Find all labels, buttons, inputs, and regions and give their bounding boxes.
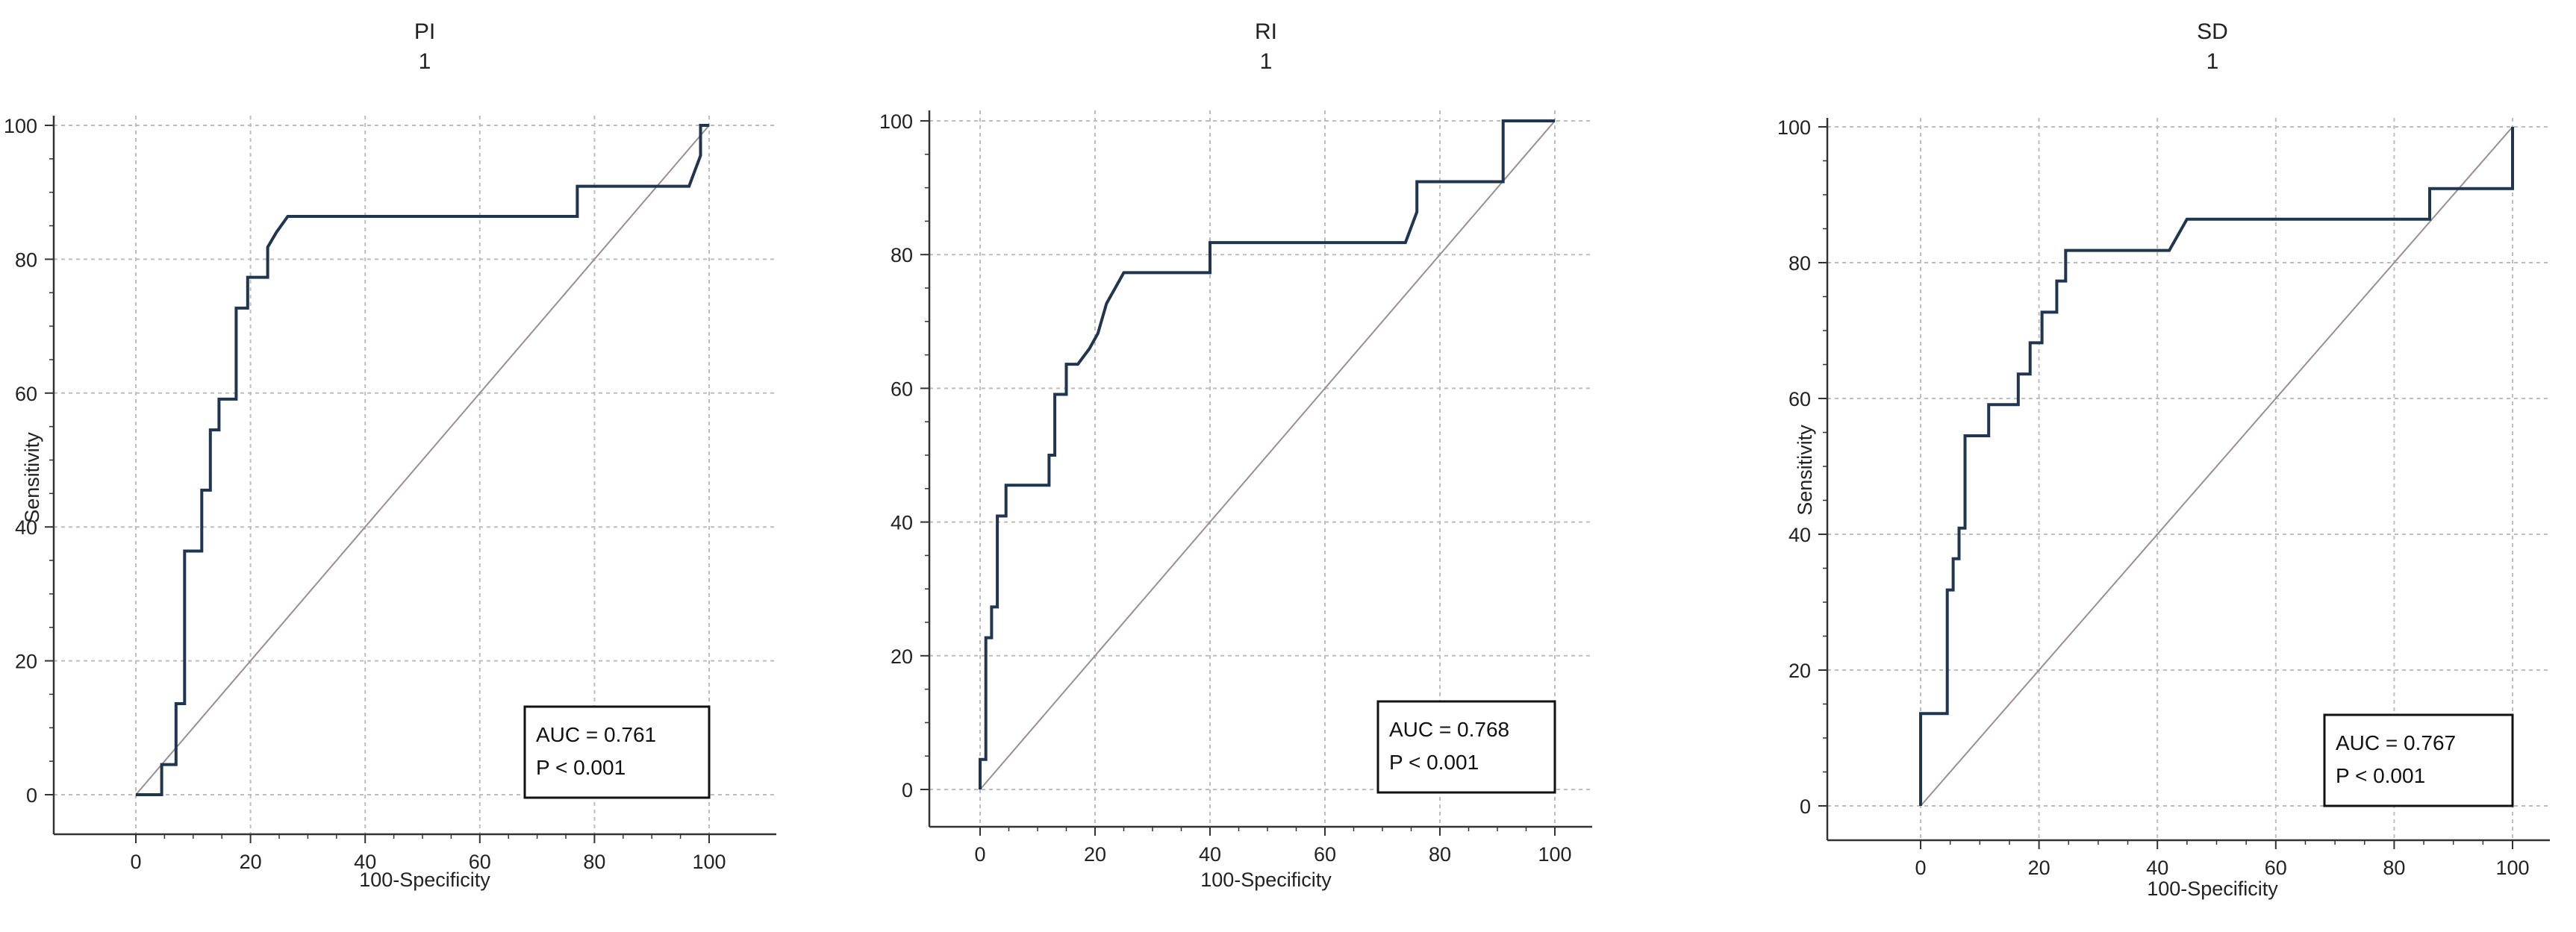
roc-curve <box>979 119 1555 789</box>
y-tick-label: 40 <box>1788 524 1811 546</box>
auc-value: AUC = 0.768 <box>1389 718 1509 741</box>
y-axis-label: Sensitivity <box>21 432 43 523</box>
y-tick-label: 100 <box>879 110 913 133</box>
y-tick-label: 100 <box>1777 116 1811 139</box>
y-tick-label: 60 <box>15 383 37 405</box>
auc-box <box>2323 713 2514 807</box>
y-tick-label: 60 <box>891 378 913 400</box>
auc-value: AUC = 0.761 <box>536 723 656 746</box>
chart-title: RI <box>1255 19 1277 44</box>
chart-subtitle: 1 <box>1260 49 1273 74</box>
x-tick-label: 40 <box>1199 843 1221 866</box>
y-tick-label: 80 <box>15 248 37 271</box>
x-axis-label: 100-Specificity <box>359 869 490 891</box>
x-tick-label: 20 <box>2028 857 2050 879</box>
chart-subtitle: 1 <box>2207 49 2219 74</box>
roc-curve <box>1919 127 2514 806</box>
x-tick-label: 100 <box>2495 857 2529 879</box>
roc-curve <box>136 124 709 796</box>
y-tick-label: 0 <box>902 779 913 801</box>
x-tick-label: 80 <box>2383 857 2405 879</box>
auc-annotation: AUC = 0.767 P < 0.001 <box>2323 713 2514 807</box>
x-tick-label: 60 <box>2265 857 2287 879</box>
y-tick-label: 60 <box>1788 388 1811 410</box>
auc-annotation: AUC = 0.761 P < 0.001 <box>523 705 711 799</box>
auc-value: AUC = 0.767 <box>2336 731 2456 754</box>
y-tick-label: 20 <box>891 645 913 668</box>
chart-title: PI <box>414 19 435 44</box>
x-axis-label: 100-Specificity <box>1200 869 1332 891</box>
chart-panel-sd: SD 1 100-Specificity Sensitivity 0 20 40 60… <box>1777 19 2550 900</box>
x-tick-label: 40 <box>354 851 376 873</box>
chart-panel-ri: RI 1 100-Specificity 0 20 40 60 80 100 0 20 40 60… <box>879 19 1592 891</box>
y-tick-label: 20 <box>1788 660 1811 682</box>
y-tick-label: 40 <box>891 512 913 534</box>
x-tick-label: 0 <box>130 851 141 873</box>
chart-panel-pi: PI 1 100-Specificity Sensitivity 0 20 40 60… <box>4 19 776 891</box>
auc-box <box>1376 700 1556 794</box>
chart-subtitle: 1 <box>419 49 431 74</box>
x-tick-label: 20 <box>240 851 262 873</box>
x-tick-label: 80 <box>583 851 605 873</box>
plot-area: 0 20 40 60 80 100 0 20 40 60 80 100 <box>4 115 776 873</box>
auc-annotation: AUC = 0.768 P < 0.001 <box>1376 700 1556 794</box>
p-value: P < 0.001 <box>2336 764 2425 787</box>
y-tick-label: 20 <box>15 651 37 673</box>
reference-diagonal <box>135 125 710 795</box>
plot-area: 0 20 40 60 80 100 0 20 40 60 80 100 <box>1777 116 2550 879</box>
reference-diagonal <box>979 120 1556 790</box>
x-tick-label: 0 <box>974 843 985 866</box>
y-tick-label: 0 <box>26 784 37 807</box>
x-tick-label: 100 <box>692 851 726 873</box>
x-tick-label: 60 <box>469 851 491 873</box>
y-tick-label: 0 <box>1800 795 1811 818</box>
x-tick-label: 100 <box>1538 843 1571 866</box>
y-axis-label: Sensitivity <box>1794 425 1816 516</box>
p-value: P < 0.001 <box>1389 751 1479 774</box>
y-tick-label: 100 <box>4 115 37 137</box>
y-tick-label: 80 <box>1788 252 1811 275</box>
plot-area: 0 20 40 60 80 100 0 20 40 60 80 100 <box>879 110 1592 866</box>
x-tick-label: 60 <box>1314 843 1336 866</box>
x-tick-label: 80 <box>1429 843 1451 866</box>
p-value: P < 0.001 <box>536 756 626 779</box>
reference-diagonal <box>1920 126 2513 807</box>
x-axis-label: 100-Specificity <box>2147 878 2278 900</box>
x-tick-label: 0 <box>1915 857 1926 879</box>
x-tick-label: 20 <box>1084 843 1106 866</box>
auc-box <box>523 705 711 799</box>
y-tick-label: 80 <box>891 244 913 266</box>
x-tick-label: 40 <box>2146 857 2168 879</box>
y-tick-label: 40 <box>15 516 37 539</box>
chart-title: SD <box>2197 19 2228 44</box>
